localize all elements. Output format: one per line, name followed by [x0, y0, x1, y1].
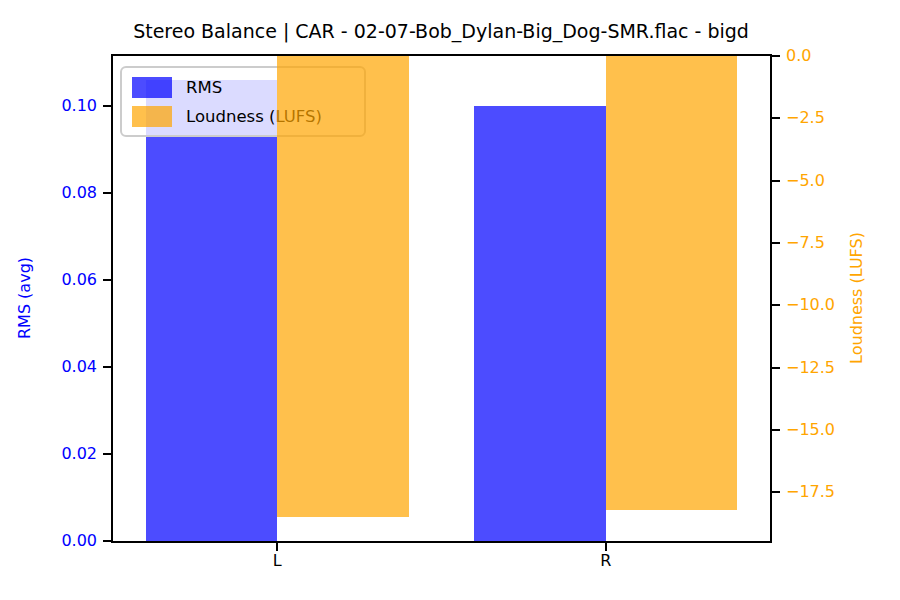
- x-tick-label: R: [586, 551, 626, 570]
- right-y-tick-mark: [772, 180, 780, 182]
- x-tick-mark: [276, 543, 278, 551]
- left-y-tick-label: 0.02: [37, 444, 97, 464]
- left-y-tick-label: 0.08: [37, 183, 97, 203]
- x-tick-label: L: [257, 551, 297, 570]
- right-y-tick-mark: [772, 242, 780, 244]
- plot-area: RMS Loudness (LUFS): [111, 54, 772, 543]
- x-tick-mark: [605, 543, 607, 551]
- right-y-tick-mark: [772, 304, 780, 306]
- right-y-tick-mark: [772, 429, 780, 431]
- bar-loudness-l: [277, 56, 408, 517]
- right-axis-label: Loudness (LUFS): [847, 232, 866, 364]
- right-y-tick-label: 0.0: [786, 46, 811, 66]
- left-y-tick-label: 0.06: [37, 270, 97, 290]
- right-y-tick-label: −7.5: [786, 233, 825, 253]
- right-y-tick-mark: [772, 55, 780, 57]
- right-y-tick-label: −10.0: [786, 295, 835, 315]
- left-y-tick-mark: [103, 279, 111, 281]
- right-y-tick-label: −12.5: [786, 358, 835, 378]
- right-y-tick-label: −2.5: [786, 108, 825, 128]
- left-y-tick-mark: [103, 192, 111, 194]
- right-y-tick-mark: [772, 117, 780, 119]
- right-y-tick-label: −5.0: [786, 171, 825, 191]
- right-y-tick-mark: [772, 491, 780, 493]
- right-y-tick-label: −15.0: [786, 420, 835, 440]
- left-y-tick-label: 0.10: [37, 96, 97, 116]
- bar-loudness-r: [606, 56, 737, 510]
- left-y-tick-label: 0.00: [37, 531, 97, 551]
- chart-title: Stereo Balance | CAR - 02-07-Bob_Dylan-B…: [133, 20, 749, 42]
- figure: Stereo Balance | CAR - 02-07-Bob_Dylan-B…: [0, 0, 900, 600]
- left-y-tick-label: 0.04: [37, 357, 97, 377]
- loudness-bars-layer: [113, 56, 770, 541]
- right-y-tick-label: −17.5: [786, 482, 835, 502]
- left-y-tick-mark: [103, 540, 111, 542]
- left-y-tick-mark: [103, 453, 111, 455]
- left-y-tick-mark: [103, 366, 111, 368]
- left-axis-label: RMS (avg): [15, 257, 34, 339]
- left-y-tick-mark: [103, 105, 111, 107]
- right-y-tick-mark: [772, 367, 780, 369]
